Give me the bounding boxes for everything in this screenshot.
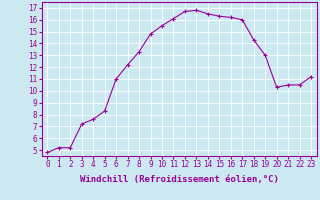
X-axis label: Windchill (Refroidissement éolien,°C): Windchill (Refroidissement éolien,°C) [80, 175, 279, 184]
